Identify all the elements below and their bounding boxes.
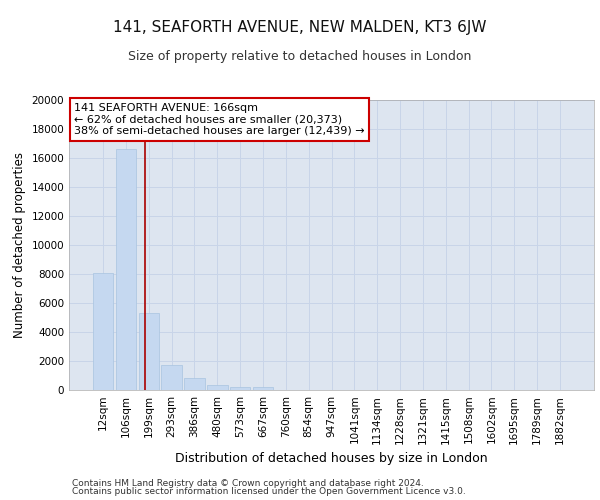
Bar xyxy=(93,272,113,390)
Bar xyxy=(116,150,136,390)
Y-axis label: Number of detached properties: Number of detached properties xyxy=(13,152,26,338)
Bar xyxy=(161,364,182,390)
X-axis label: Distribution of detached houses by size in London: Distribution of detached houses by size … xyxy=(175,452,488,465)
Bar xyxy=(230,387,250,390)
Text: Size of property relative to detached houses in London: Size of property relative to detached ho… xyxy=(128,50,472,63)
Bar xyxy=(139,313,159,390)
Bar xyxy=(253,388,273,390)
Bar xyxy=(207,385,227,390)
Text: 141, SEAFORTH AVENUE, NEW MALDEN, KT3 6JW: 141, SEAFORTH AVENUE, NEW MALDEN, KT3 6J… xyxy=(113,20,487,35)
Text: Contains HM Land Registry data © Crown copyright and database right 2024.: Contains HM Land Registry data © Crown c… xyxy=(72,478,424,488)
Bar xyxy=(184,378,205,390)
Text: 141 SEAFORTH AVENUE: 166sqm
← 62% of detached houses are smaller (20,373)
38% of: 141 SEAFORTH AVENUE: 166sqm ← 62% of det… xyxy=(74,103,365,136)
Text: Contains public sector information licensed under the Open Government Licence v3: Contains public sector information licen… xyxy=(72,487,466,496)
